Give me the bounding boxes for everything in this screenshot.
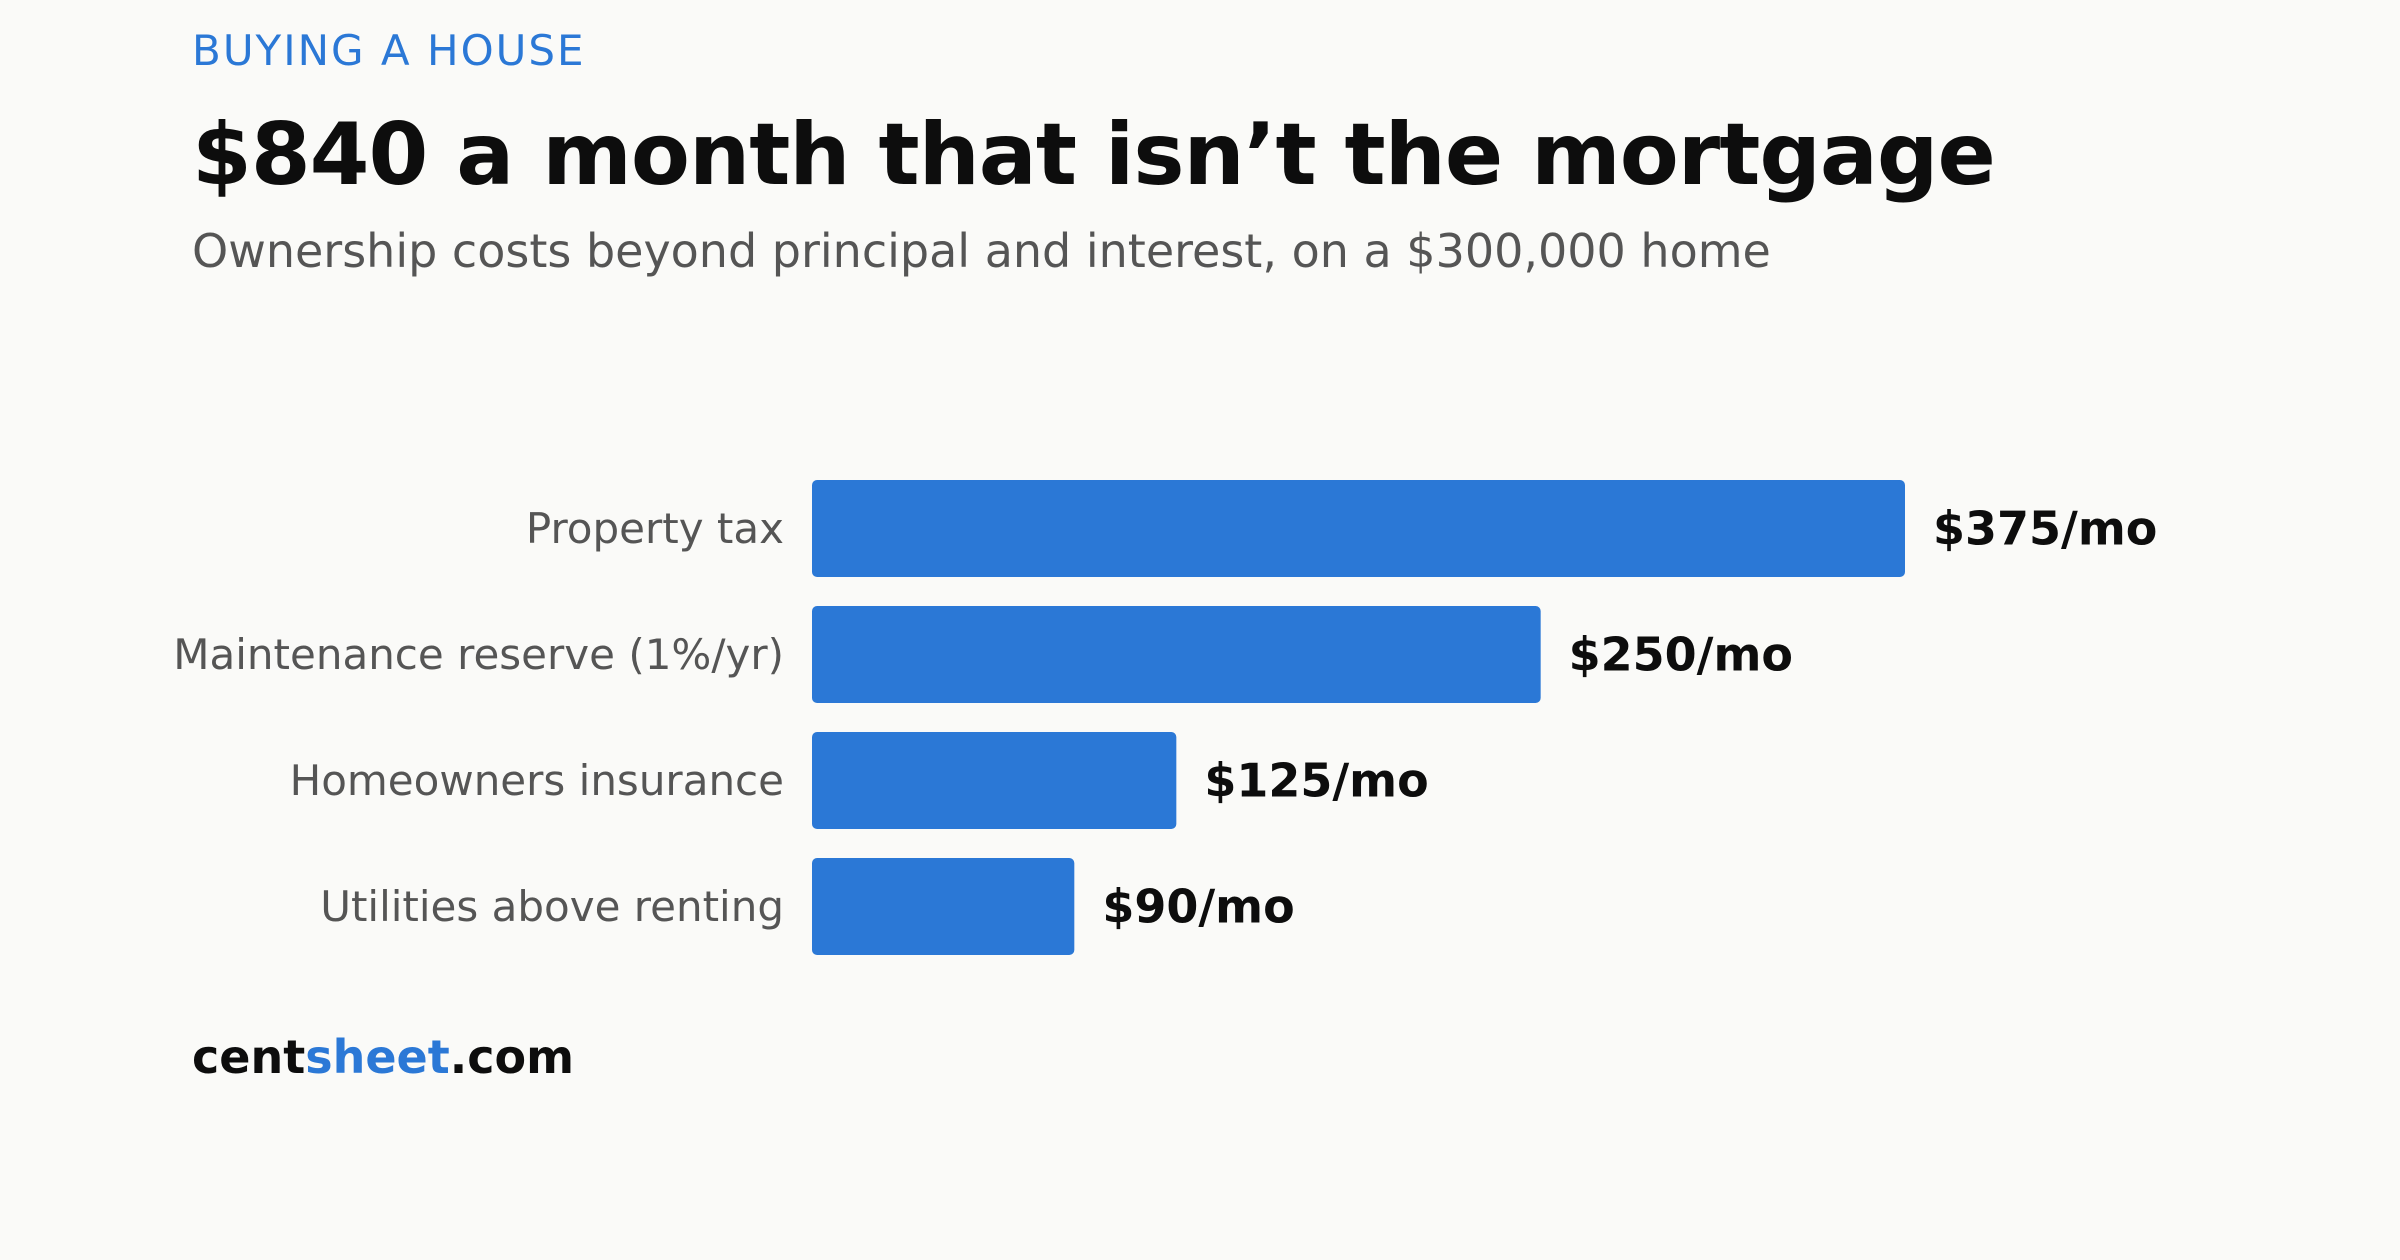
chart-kicker: BUYING A HOUSE: [192, 26, 586, 75]
chart-title: $840 a month that isn’t the mortgage: [192, 105, 1996, 205]
category-label-3: Utilities above renting: [320, 882, 784, 931]
brand-part-2: sheet: [305, 1030, 450, 1084]
category-label-2: Homeowners insurance: [290, 756, 784, 805]
bar-2: [812, 732, 1177, 829]
category-label-1: Maintenance reserve (1%/yr): [173, 630, 784, 679]
category-label-0: Property tax: [526, 504, 784, 553]
value-label-2: $125/mo: [1204, 754, 1428, 808]
value-label-1: $250/mo: [1569, 628, 1793, 682]
bar-1: [812, 606, 1541, 703]
bar-3: [812, 858, 1075, 955]
value-label-0: $375/mo: [1933, 502, 2157, 556]
bar-0: [812, 480, 1905, 577]
chart-subtitle: Ownership costs beyond principal and int…: [192, 224, 1771, 278]
brand-part-1: cent: [192, 1030, 306, 1084]
brand-part-3: .com: [449, 1030, 574, 1084]
value-label-3: $90/mo: [1102, 880, 1294, 934]
brand-logo: centsheet.com: [192, 1030, 574, 1084]
